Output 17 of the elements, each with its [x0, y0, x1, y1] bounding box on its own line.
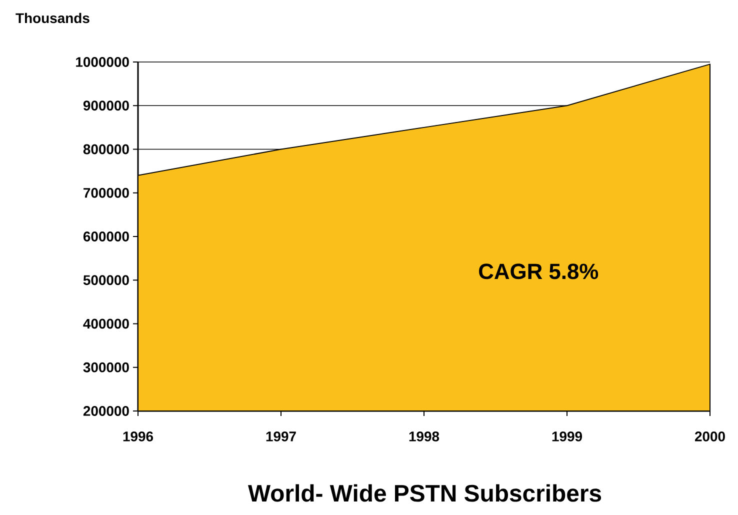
- y-axis-title: Thousands: [16, 12, 90, 24]
- y-tick-label: 300000: [83, 362, 129, 372]
- text: World- Wide PSTN Subscribers: [248, 484, 602, 502]
- x-tick-label: 1999: [552, 432, 582, 442]
- y-tick-label: 200000: [83, 406, 129, 416]
- x-tick-label: 1998: [409, 432, 440, 442]
- x-tick-label: 1997: [266, 432, 296, 442]
- y-tick-label: 900000: [83, 100, 129, 111]
- y-tick-label: 800000: [83, 144, 129, 154]
- x-tick-label: 2000: [694, 432, 725, 442]
- y-tick-label: 1000000: [76, 57, 129, 67]
- y-tick-label: 700000: [84, 188, 129, 198]
- x-tick-label: 1996: [123, 432, 153, 442]
- y-tick-label: 400000: [83, 318, 129, 329]
- y-tick-label: 600000: [83, 232, 129, 242]
- y-tick-label: 500000: [83, 275, 129, 286]
- annotation: CAGR 5.8%: [479, 264, 598, 280]
